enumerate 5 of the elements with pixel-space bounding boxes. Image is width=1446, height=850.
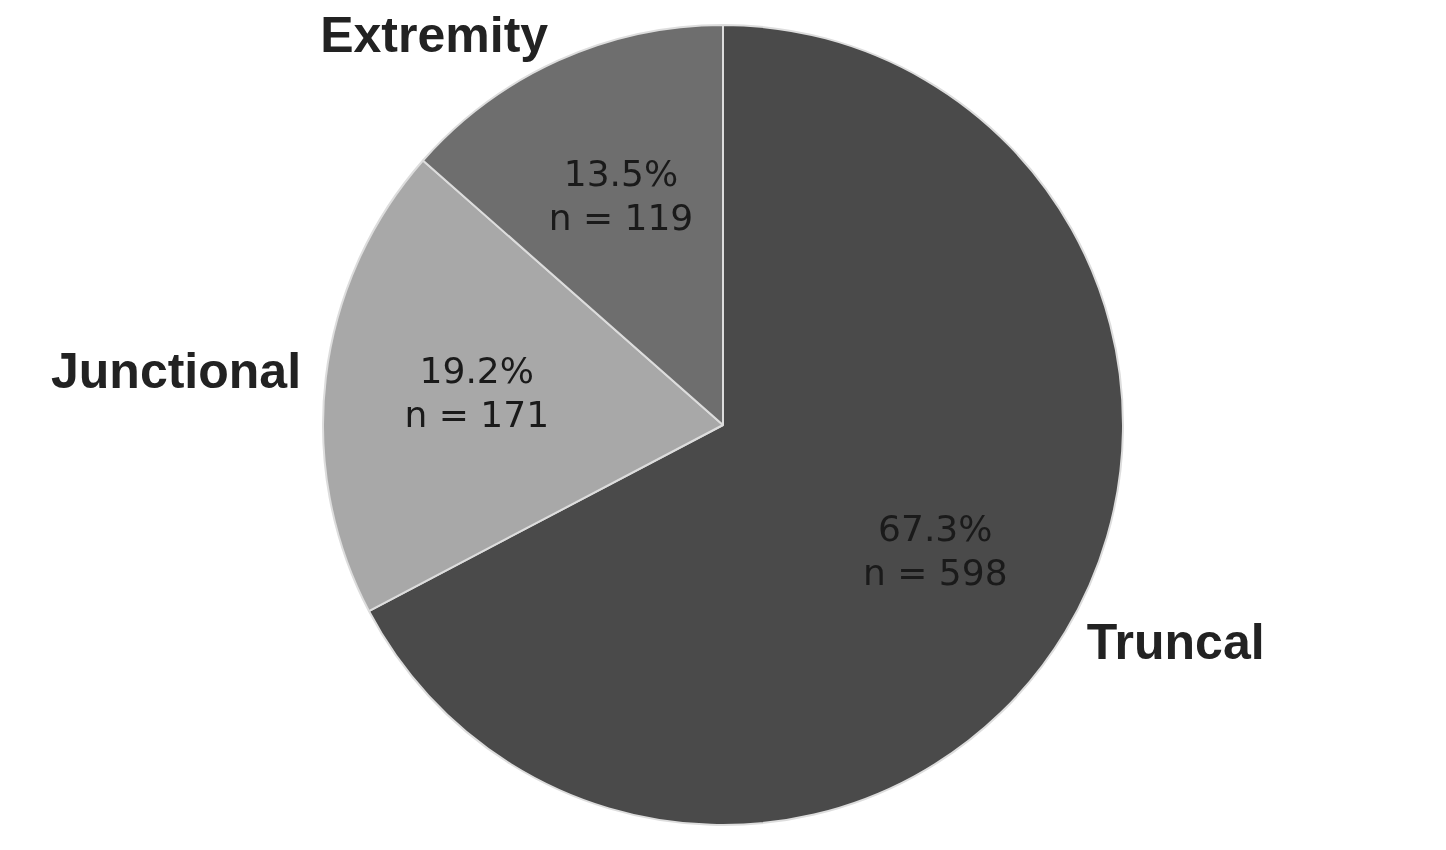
data-label: 19.2% n = 171: [404, 349, 550, 435]
slice-label: Truncal: [1086, 613, 1265, 670]
slice-label: Extremity: [320, 6, 549, 63]
slice-label: Junctional: [50, 343, 302, 400]
data-label: 13.5% n = 119: [548, 153, 694, 239]
